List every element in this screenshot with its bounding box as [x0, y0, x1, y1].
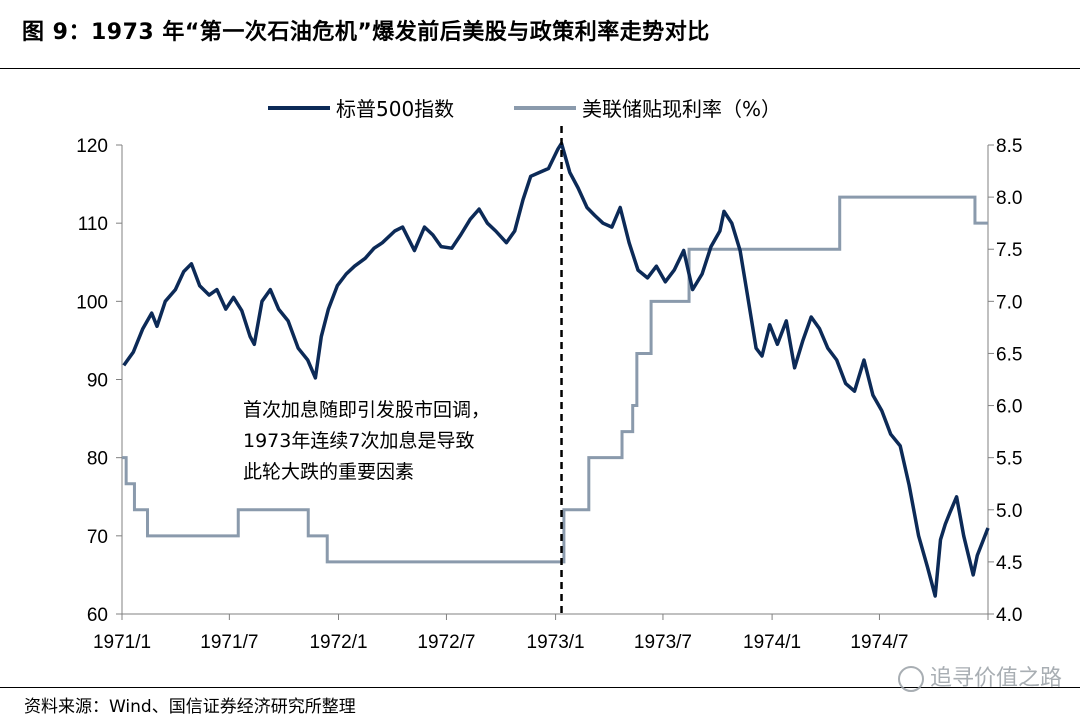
y-left-tick-label: 100	[76, 292, 108, 313]
y-right-tick-label: 4.5	[996, 553, 1022, 574]
y-left-tick-label: 60	[87, 605, 108, 626]
y-left-tick-label: 110	[78, 214, 108, 235]
y-right-tick-label: 7.5	[996, 240, 1022, 261]
y-left-tick-label: 70	[87, 527, 108, 548]
x-tick-label: 1974/7	[850, 632, 908, 653]
x-tick-label: 1973/7	[634, 632, 692, 653]
x-tick-label: 1972/7	[417, 632, 475, 653]
y-right-tick-label: 7.0	[996, 292, 1022, 313]
watermark-text: 追寻价值之路	[929, 666, 1062, 691]
annotation-line: 1973年连续7次加息是导致	[243, 430, 474, 452]
watermark: 追寻价值之路	[897, 660, 1062, 692]
source-note: 资料来源：Wind、国信证券经济研究所整理	[24, 697, 356, 717]
y-right-tick-label: 4.0	[996, 605, 1022, 626]
x-tick-label: 1973/1	[527, 632, 585, 653]
y-left-tick-label: 120	[76, 136, 108, 157]
y-right-tick-label: 5.5	[996, 449, 1022, 470]
figure-title: 图 9：1973 年“第一次石油危机”爆发前后美股与政策利率走势对比	[22, 20, 710, 45]
y-right-tick-label: 6.0	[996, 397, 1022, 418]
chart-canvas: 60 70 80 90 100 110 120 4.0 4.5 5.0 5.5 6.0 6.5 7.0 7.…	[76, 97, 1022, 653]
x-tick-label: 1972/1	[309, 632, 367, 653]
x-tick-label: 1971/1	[93, 632, 151, 653]
y-right-tick-label: 5.0	[996, 501, 1022, 522]
y-left-tick-label: 80	[87, 449, 108, 470]
title-rule	[0, 68, 1080, 69]
legend-label-fed-rate: 美联储贴现利率（%）	[582, 97, 781, 121]
y-left-tick-label: 90	[87, 371, 108, 392]
x-tick-label: 1971/7	[200, 632, 258, 653]
annotation-line: 此轮大跌的重要因素	[243, 461, 414, 483]
legend-label-sp500: 标普500指数	[336, 97, 454, 121]
annotation-line: 首次加息随即引发股市回调，	[243, 399, 490, 421]
y-right-tick-label: 8.0	[996, 188, 1022, 209]
series-line-sp500	[122, 141, 990, 598]
y-right-tick-label: 6.5	[996, 344, 1022, 365]
y-right-tick-label: 8.5	[996, 136, 1022, 157]
wechat-icon	[897, 666, 924, 692]
x-tick-label: 1974/1	[743, 632, 801, 653]
source-rule	[0, 687, 1080, 688]
series-line-fed-discount-rate	[122, 195, 988, 564]
